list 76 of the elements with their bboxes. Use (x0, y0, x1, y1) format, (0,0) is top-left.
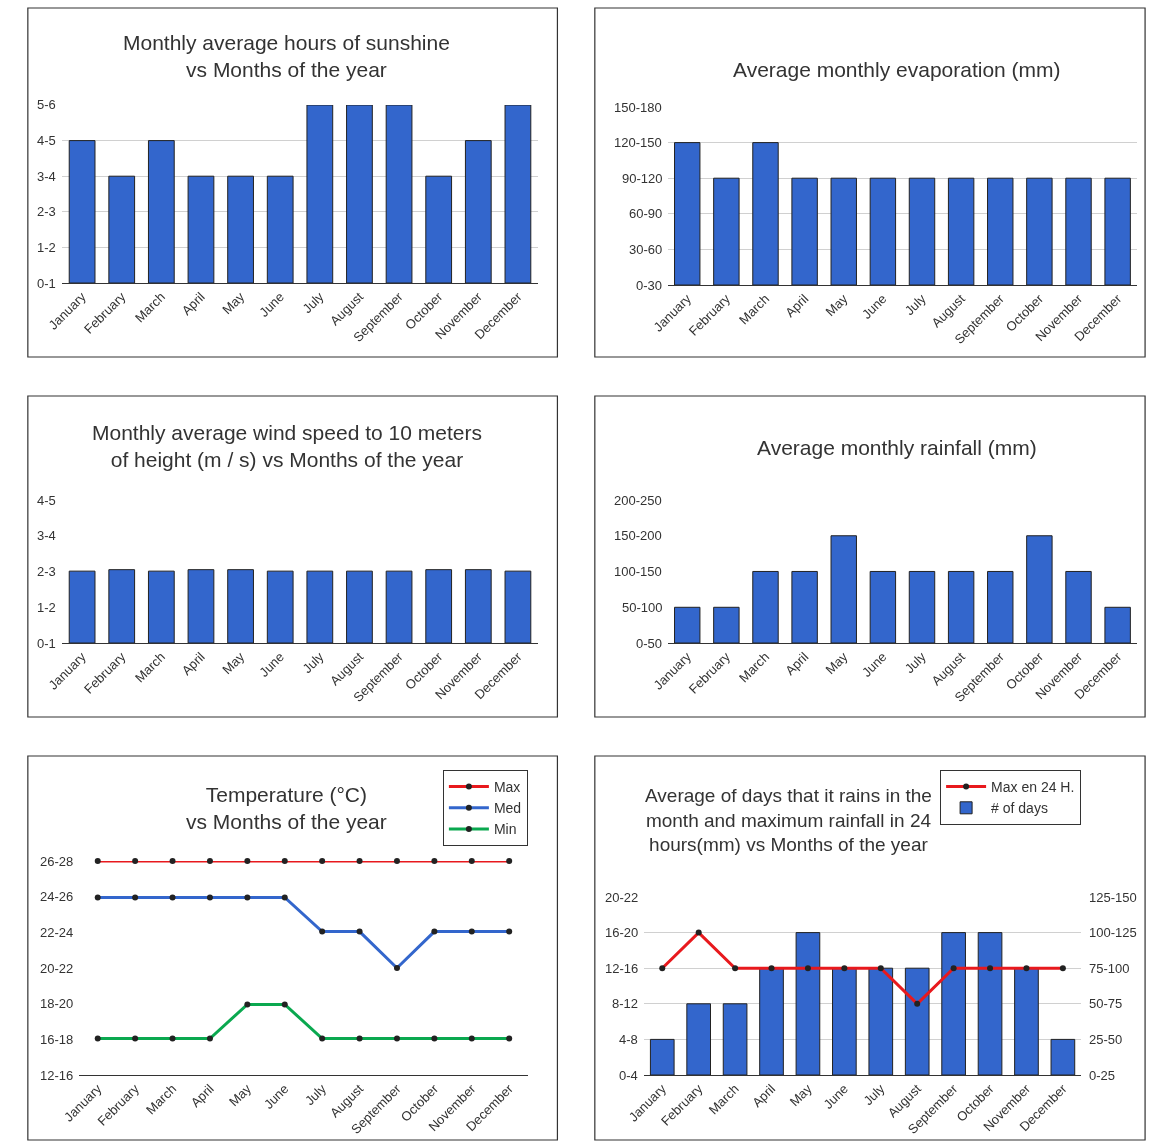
chart-title: Average monthly rainfall (mm) (757, 436, 1037, 459)
text: 4-5 (37, 133, 56, 148)
text: 100-125 (1089, 925, 1137, 940)
text: 0-4 (619, 1068, 638, 1083)
bar (904, 967, 930, 1075)
text: 90-120 (622, 171, 663, 186)
x-tick-label: July (860, 1080, 888, 1109)
bar (1014, 967, 1039, 1075)
text: 5-6 (37, 97, 56, 112)
text: 50-75 (1089, 996, 1123, 1011)
text: 0-1 (37, 276, 56, 291)
text: 1-2 (37, 240, 56, 255)
text: 2-3 (37, 564, 56, 579)
chart-title: Temperature (°C) vs Months of the year (186, 783, 387, 834)
text: 4-5 (37, 493, 56, 508)
x-tick-label: May (822, 648, 851, 678)
text: 0-50 (636, 636, 663, 651)
legend-label: Min (493, 821, 517, 838)
legend-label: Med (493, 800, 522, 817)
text: 25-50 (1089, 1032, 1123, 1047)
chart-title: Average of days that it rains in the month and maximum rainfall in 24 hours(mm) vs Months of the year (645, 785, 932, 856)
legend-label: Max (493, 779, 521, 796)
legend-label: # of days (991, 800, 1048, 817)
text: 20-22 (40, 961, 74, 976)
text: 4-8 (619, 1032, 638, 1047)
bar (868, 967, 894, 1075)
text: 0-25 (1089, 1068, 1116, 1083)
text: 16-20 (605, 925, 639, 940)
text: 0-30 (636, 278, 663, 293)
legend-label: Max en 24 H. (991, 779, 1075, 796)
bar (977, 932, 1003, 1075)
text: 3-4 (37, 169, 56, 184)
text: 16-18 (40, 1032, 74, 1047)
x-tick-label: May (219, 288, 248, 318)
bar (795, 932, 821, 1075)
bar (832, 967, 857, 1075)
x-tick-label: May (219, 648, 248, 678)
text: 26-28 (40, 854, 74, 869)
text: 24-26 (40, 889, 74, 904)
text: 150-180 (614, 100, 662, 115)
text: 3-4 (37, 528, 56, 543)
text: 125-150 (1089, 890, 1137, 905)
text: 18-20 (40, 996, 74, 1011)
x-tick-label: July (299, 288, 327, 317)
text: 2-3 (37, 204, 56, 219)
bar (941, 932, 966, 1075)
text: 60-90 (629, 206, 663, 221)
text: 12-16 (605, 961, 639, 976)
text: 30-60 (629, 242, 663, 257)
x-tick-label: July (301, 1080, 330, 1109)
bar (759, 967, 784, 1075)
chart-title: Monthly average hours of sunshine vs Months of the year (123, 31, 450, 82)
text: 1-2 (37, 600, 56, 615)
text: 12-16 (40, 1068, 74, 1083)
text: 0-1 (37, 636, 56, 651)
x-tick-label: May (226, 1080, 255, 1110)
text: 50-100 (622, 600, 663, 615)
bar (686, 1003, 712, 1075)
x-tick-label: July (901, 648, 930, 677)
x-tick-label: May (786, 1080, 815, 1110)
x-tick-label: May (822, 290, 851, 320)
x-tick-label: July (299, 648, 327, 677)
text: 150-200 (614, 528, 662, 543)
text: 75-100 (1089, 961, 1130, 976)
chart-title: Monthly average wind speed to 10 meters of height (m / s) vs Months of the year (92, 421, 482, 472)
bar (722, 1003, 748, 1075)
text: 200-250 (614, 493, 662, 508)
bar (1050, 1038, 1076, 1075)
text: 100-150 (614, 564, 662, 579)
x-tick-label: July (901, 290, 930, 319)
bar (649, 1038, 675, 1075)
text: 120-150 (614, 135, 662, 150)
text: 8-12 (612, 996, 639, 1011)
text: 20-22 (605, 890, 639, 905)
text: 22-24 (40, 925, 74, 940)
chart-title: Average monthly evaporation (mm) (733, 58, 1061, 81)
